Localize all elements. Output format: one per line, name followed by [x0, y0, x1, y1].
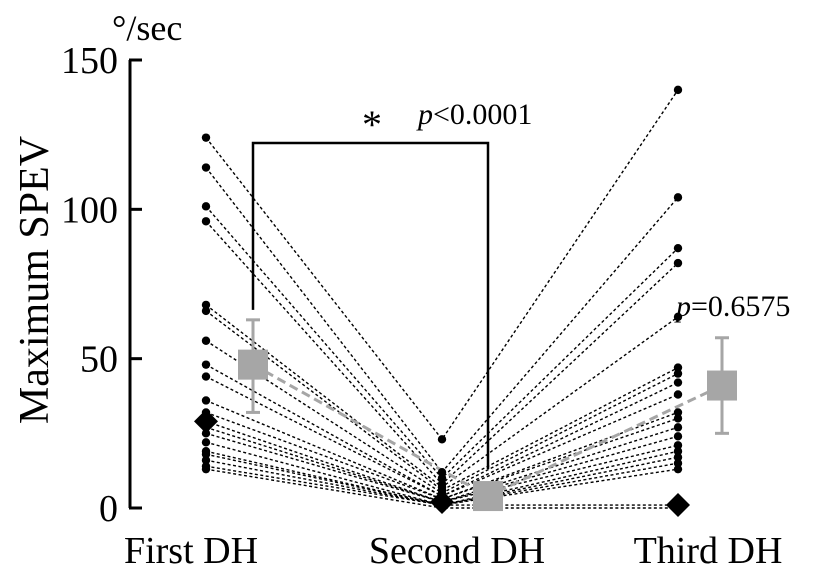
subject-point	[673, 408, 683, 417]
subject-point	[673, 369, 683, 378]
y-tick-label: 50	[80, 339, 118, 381]
subject-point	[673, 441, 683, 450]
subject-point	[673, 447, 683, 456]
subject-point	[673, 312, 683, 322]
subject-point	[201, 372, 211, 381]
subject-point	[673, 414, 683, 423]
subject-point	[673, 258, 683, 268]
mean-marker	[707, 370, 737, 401]
subject-point	[673, 243, 683, 253]
y-axis-title: Maximum SPEV	[12, 136, 58, 424]
significance-bracket	[251, 141, 490, 470]
median-marker	[194, 409, 218, 434]
p-letter-1: p	[416, 98, 433, 131]
p-letter-2: p	[674, 290, 691, 323]
subject-point	[673, 363, 683, 372]
subject-point	[673, 432, 683, 441]
subject-point	[201, 217, 211, 226]
subject-point	[673, 193, 683, 202]
subject-point	[673, 423, 683, 432]
p-value-annotation-2: p=0.6575	[674, 290, 790, 323]
subject-point	[673, 464, 683, 474]
subject-line	[205, 432, 679, 503]
p-value-annotation-1: p<0.0001	[416, 98, 532, 131]
subject-point	[673, 378, 683, 387]
y-tick-label: 0	[99, 488, 118, 530]
subject-line	[205, 411, 679, 500]
mean-marker	[238, 349, 268, 380]
x-category-label: Second DH	[369, 530, 545, 572]
mean-marker	[473, 481, 503, 512]
subject-point	[201, 464, 211, 474]
subject-line	[205, 89, 679, 441]
axis-labels: 0 50 100 150 First DH Second DH Third DH	[61, 40, 782, 572]
subject-point	[673, 453, 683, 462]
subject-points	[201, 85, 683, 513]
x-category-label: Third DH	[634, 530, 783, 572]
subject-lines	[205, 89, 679, 509]
subject-line	[205, 220, 679, 486]
subject-point	[201, 306, 211, 316]
y-tick-label: 150	[61, 40, 118, 82]
p-value-2: =0.6575	[691, 290, 790, 323]
median-marker	[666, 493, 690, 518]
subject-point	[673, 459, 683, 468]
significance-star: *	[362, 102, 382, 147]
subject-point	[201, 456, 211, 465]
subject-point	[201, 300, 211, 310]
subject-point	[201, 396, 211, 405]
subject-point	[201, 360, 211, 369]
subject-point	[437, 473, 447, 483]
y-tick-label: 100	[61, 189, 118, 231]
axes	[128, 58, 142, 510]
subject-point	[437, 435, 447, 444]
subject-line	[205, 167, 679, 474]
subject-point	[673, 85, 683, 95]
subject-point	[673, 390, 683, 399]
unit-label: °/sec	[112, 8, 182, 48]
subject-point	[437, 467, 447, 477]
subject-point	[201, 163, 211, 172]
p-value-1: <0.0001	[433, 98, 532, 131]
subject-line	[205, 310, 679, 491]
subject-point	[201, 336, 211, 345]
subject-point	[201, 438, 211, 447]
median-markers	[194, 409, 690, 518]
subject-line	[205, 304, 679, 488]
subject-point	[201, 450, 211, 459]
median-marker	[430, 490, 454, 515]
bracket-line	[251, 141, 490, 470]
subject-point	[201, 202, 211, 211]
subject-point	[201, 133, 211, 142]
x-category-label: First DH	[124, 530, 258, 572]
mean-markers	[238, 318, 737, 512]
